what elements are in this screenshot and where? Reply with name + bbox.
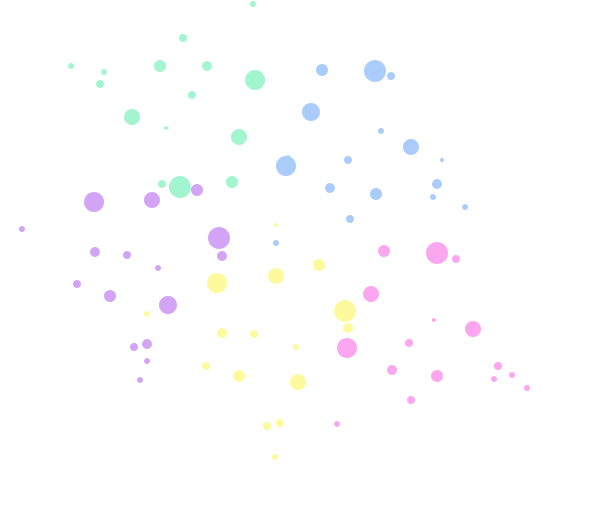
paint-drop: [217, 251, 227, 261]
paint-drop: [432, 179, 442, 189]
paint-drop: [191, 184, 203, 196]
paint-drop: [426, 242, 448, 264]
paint-drop: [276, 419, 284, 427]
paint-drop: [432, 318, 436, 322]
paint-drop: [405, 339, 413, 347]
paint-drop: [346, 215, 354, 223]
paint-drop: [104, 290, 116, 302]
paint-drop: [344, 156, 352, 164]
paint-drop: [316, 64, 328, 76]
paint-drop: [462, 204, 468, 210]
paint-drop: [144, 192, 160, 208]
purple-splatters: [19, 184, 230, 383]
paint-drop: [276, 156, 296, 176]
paint-drop: [19, 226, 25, 232]
paint-drop: [142, 339, 152, 349]
paint-drop: [226, 176, 238, 188]
paint-drop: [158, 180, 166, 188]
blue-splatters: [273, 60, 468, 246]
paint-drop: [452, 255, 460, 263]
paint-drop: [494, 362, 502, 370]
paint-drop: [403, 139, 419, 155]
paint-drop: [144, 311, 150, 317]
paint-drop: [202, 61, 212, 71]
paint-drop: [440, 158, 444, 162]
paint-drop: [179, 34, 187, 42]
paint-drop: [144, 358, 150, 364]
paint-drop: [245, 70, 265, 90]
paint-drop: [343, 323, 353, 333]
paint-drop: [387, 365, 397, 375]
paint-drop: [101, 69, 107, 75]
paint-drop: [263, 422, 271, 430]
paint-drop: [491, 376, 497, 382]
green-splatters: [68, 1, 291, 198]
paint-drop: [524, 385, 530, 391]
paint-drop: [290, 374, 306, 390]
paint-drop: [431, 370, 443, 382]
paint-drop: [164, 126, 168, 130]
paint-drop: [169, 176, 191, 198]
paint-drop: [378, 245, 390, 257]
paint-drop: [217, 328, 227, 338]
paint-drop: [207, 273, 227, 293]
paint-drop: [387, 72, 395, 80]
paint-drop: [325, 183, 335, 193]
paint-drop: [364, 60, 386, 82]
paint-drop: [208, 227, 230, 249]
paint-drop: [137, 377, 143, 383]
paint-drop: [273, 240, 279, 246]
paint-drop: [188, 91, 196, 99]
pink-splatters: [334, 242, 530, 427]
paint-drop: [334, 300, 356, 322]
paint-drop: [159, 296, 177, 314]
paint-drop: [302, 103, 320, 121]
paint-drop: [430, 194, 436, 200]
paint-drop: [313, 259, 325, 271]
paint-drop: [73, 280, 81, 288]
paint-drop: [96, 80, 104, 88]
paint-drop: [90, 247, 100, 257]
paint-drop: [274, 223, 278, 227]
paint-drop: [509, 372, 515, 378]
paint-drop: [363, 286, 379, 302]
paint-drop: [130, 343, 138, 351]
paint-drop: [268, 268, 284, 284]
paint-drop: [250, 330, 258, 338]
paint-drop: [84, 192, 104, 212]
paint-drop: [68, 63, 74, 69]
paint-drop: [202, 362, 210, 370]
paint-drop: [465, 321, 481, 337]
paint-drop: [407, 396, 415, 404]
paint-drop: [154, 60, 166, 72]
yellow-splatters: [144, 223, 356, 460]
paint-drop: [123, 251, 131, 259]
paint-drop: [337, 338, 357, 358]
paint-drop: [370, 188, 382, 200]
paint-drop: [272, 454, 278, 460]
paint-drop: [378, 128, 384, 134]
paint-drop: [155, 265, 161, 271]
paint-drop: [250, 1, 256, 7]
paint-drop: [233, 370, 245, 382]
paint-drop: [334, 421, 340, 427]
paint-drop: [124, 109, 140, 125]
paint-drop: [231, 129, 247, 145]
paint-drop: [293, 344, 299, 350]
